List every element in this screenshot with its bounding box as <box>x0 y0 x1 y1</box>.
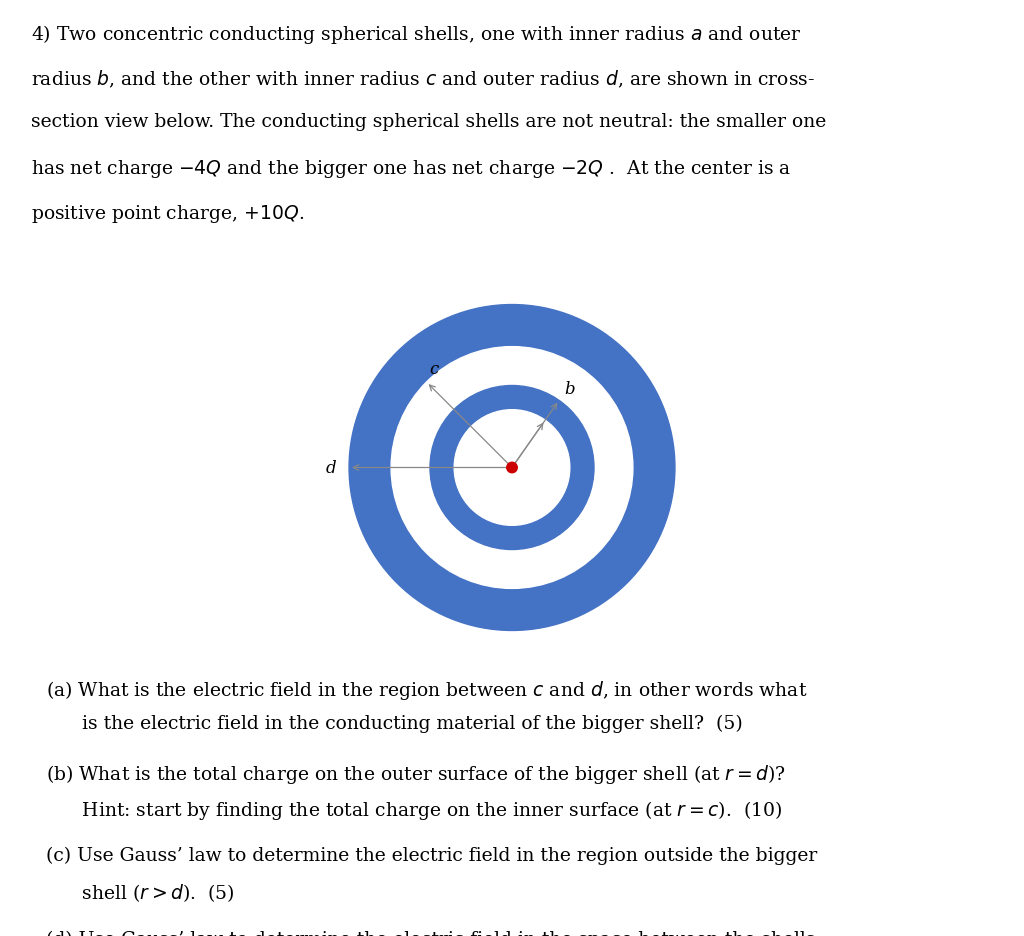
Text: a: a <box>547 399 557 416</box>
Text: Hint: start by finding the total charge on the inner surface (at $r = c$).  (10): Hint: start by finding the total charge … <box>46 797 782 821</box>
Circle shape <box>349 305 675 631</box>
Text: is the electric field in the conducting material of the bigger shell?  (5): is the electric field in the conducting … <box>46 714 742 732</box>
Circle shape <box>455 410 569 526</box>
Text: d: d <box>326 460 337 476</box>
Text: (c) Use Gauss’ law to determine the electric field in the region outside the big: (c) Use Gauss’ law to determine the elec… <box>46 846 817 864</box>
Text: shell ($r > d$).  (5): shell ($r > d$). (5) <box>46 882 234 903</box>
Text: +10 Q: +10 Q <box>478 488 546 507</box>
Text: b: b <box>564 381 574 398</box>
Text: c: c <box>430 360 439 377</box>
Circle shape <box>391 347 633 589</box>
Text: section view below. The conducting spherical shells are not neutral: the smaller: section view below. The conducting spher… <box>31 113 826 131</box>
Text: radius $b$, and the other with inner radius $c$ and outer radius $d$, are shown : radius $b$, and the other with inner rad… <box>31 68 815 90</box>
Text: (a) What is the electric field in the region between $c$ and $d$, in other words: (a) What is the electric field in the re… <box>46 679 808 702</box>
Text: has net charge $-4Q$ and the bigger one has net charge $-2Q$ .  At the center is: has net charge $-4Q$ and the bigger one … <box>31 158 792 180</box>
Circle shape <box>430 386 594 550</box>
Circle shape <box>507 462 517 474</box>
Text: positive point charge, $+10Q$.: positive point charge, $+10Q$. <box>31 203 304 225</box>
Text: (d) Use Gauss’ law to determine the electric field in the space between the shel: (d) Use Gauss’ law to determine the elec… <box>46 929 815 936</box>
Text: (b) What is the total charge on the outer surface of the bigger shell (at $r = d: (b) What is the total charge on the oute… <box>46 762 786 785</box>
Text: 4) Two concentric conducting spherical shells, one with inner radius $a$ and out: 4) Two concentric conducting spherical s… <box>31 23 802 47</box>
